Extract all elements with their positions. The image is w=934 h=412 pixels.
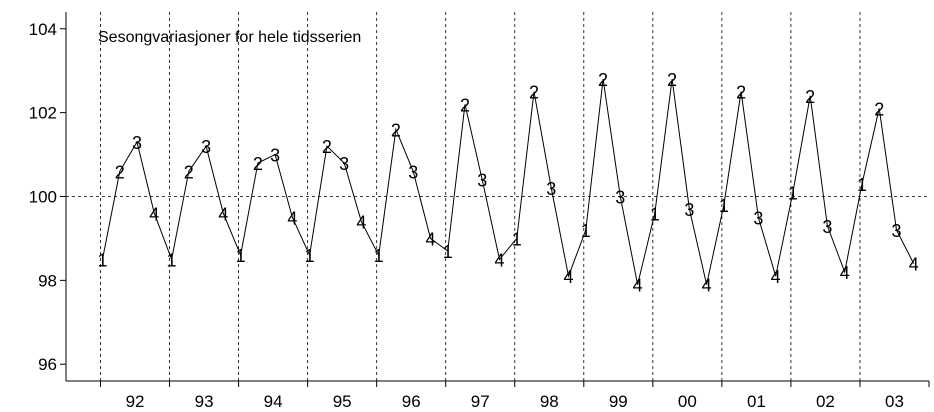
data-point-marker: 1	[374, 246, 384, 266]
x-tick-label: 92	[126, 392, 145, 411]
data-point-marker: 1	[857, 175, 867, 195]
series-line	[102, 79, 915, 285]
data-point-marker: 2	[184, 162, 194, 182]
data-point-marker: 2	[874, 99, 884, 119]
x-tick-label: 97	[471, 392, 490, 411]
x-tick-label: 98	[540, 392, 559, 411]
chart-title: Sesongvariasjoner for hele tidsserien	[98, 29, 361, 46]
data-point-marker: 3	[891, 221, 901, 241]
data-point-marker: 2	[598, 70, 608, 90]
grid-lines	[66, 12, 929, 381]
data-point-marker: 3	[270, 146, 280, 166]
y-axis: 96 98 100 102 104	[29, 20, 66, 374]
x-tick-label: 02	[816, 392, 835, 411]
x-tick-label: 03	[885, 392, 904, 411]
y-tick-label: 102	[29, 104, 57, 123]
data-point-marker: 2	[115, 162, 125, 182]
data-point-marker: 3	[201, 137, 211, 157]
data-point-marker: 2	[253, 154, 263, 174]
x-tick-label: 94	[264, 392, 283, 411]
x-tick-label: 00	[678, 392, 697, 411]
data-point-marker: 2	[322, 137, 332, 157]
data-point-marker: 1	[305, 246, 315, 266]
data-point-marker: 3	[408, 162, 418, 182]
x-tick-label: 01	[747, 392, 766, 411]
data-point-marker: 2	[391, 120, 401, 140]
x-axis: 92 93 94 95 96 97 98 99 00 01 02 03	[100, 381, 930, 411]
data-point-marker: 3	[615, 188, 625, 208]
data-point-marker: 4	[702, 276, 712, 296]
data-point-marker: 2	[736, 83, 746, 103]
data-point-marker: 2	[805, 87, 815, 107]
data-point-marker: 1	[650, 204, 660, 224]
data-point-marker: 3	[822, 217, 832, 237]
data-point-marker: 3	[684, 200, 694, 220]
data-point-marker: 4	[494, 250, 504, 270]
data-point-marker: 2	[460, 95, 470, 115]
y-tick-label: 98	[38, 271, 57, 290]
y-tick-label: 100	[29, 188, 57, 207]
data-point-marker: 4	[287, 208, 297, 228]
data-point-marker: 1	[581, 221, 591, 241]
data-point-marker: 3	[339, 154, 349, 174]
data-point-marker: 4	[840, 263, 850, 283]
data-point-marker: 3	[546, 179, 556, 199]
data-point-marker: 1	[512, 229, 522, 249]
data-point-marker: 4	[909, 255, 919, 275]
x-tick-label: 93	[195, 392, 214, 411]
x-tick-label: 96	[402, 392, 421, 411]
data-point-marker: 3	[477, 171, 487, 191]
data-point-marker: 3	[132, 133, 142, 153]
data-point-marker: 1	[98, 250, 108, 270]
data-point-marker: 4	[633, 276, 643, 296]
y-tick-label: 104	[29, 20, 57, 39]
data-point-marker: 4	[149, 204, 159, 224]
data-point-marker: 4	[564, 267, 574, 287]
data-point-marker: 1	[236, 246, 246, 266]
data-point-marker: 4	[356, 213, 366, 233]
data-point-marker: 4	[425, 229, 435, 249]
data-point-marker: 1	[788, 183, 798, 203]
data-point-marker: 4	[771, 267, 781, 287]
data-point-marker: 1	[443, 242, 453, 262]
data-point-marker: 2	[667, 70, 677, 90]
data-point-marker: 4	[218, 204, 228, 224]
x-tick-label: 99	[609, 392, 628, 411]
x-tick-label: 95	[333, 392, 352, 411]
data-point-marker: 2	[529, 83, 539, 103]
y-tick-label: 96	[38, 355, 57, 374]
data-point-marker: 1	[167, 250, 177, 270]
data-point-marker: 3	[753, 208, 763, 228]
data-point-marker: 1	[719, 196, 729, 216]
